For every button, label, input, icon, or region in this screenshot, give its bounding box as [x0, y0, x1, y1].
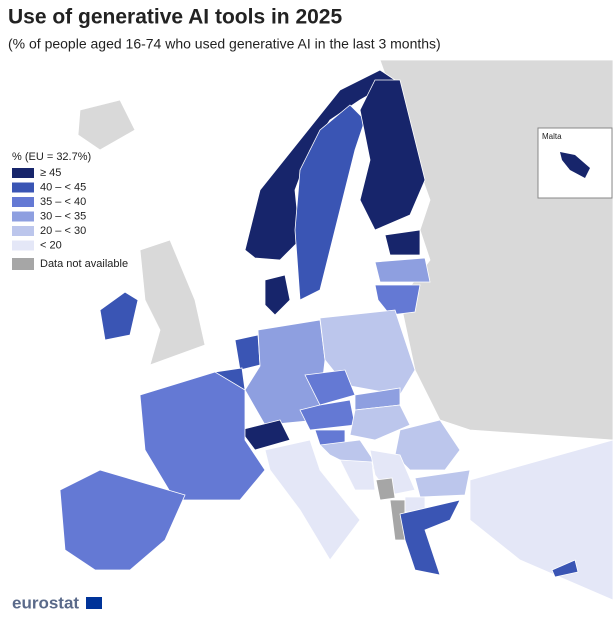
legend-label: Data not available: [40, 258, 128, 270]
legend: % (EU = 32.7%) ≥ 45 40 – < 45 35 – < 40 30 …: [12, 151, 128, 270]
legend-swatch: [12, 182, 34, 193]
legend-title: % (EU = 32.7%): [12, 151, 91, 163]
legend-label: < 20: [40, 239, 62, 251]
inset-label: Malta: [542, 132, 562, 141]
legend-swatch: [12, 258, 34, 270]
subtitle: (% of people aged 16-74 who used generat…: [8, 36, 441, 52]
title: Use of generative AI tools in 2025: [8, 6, 342, 29]
legend-label: 20 – < 30: [40, 225, 86, 237]
legend-swatch: [12, 197, 34, 207]
countries: [59, 69, 579, 578]
legend-label: 40 – < 45: [40, 181, 86, 193]
malta: [560, 152, 590, 178]
legend-label: 35 – < 40: [40, 196, 86, 208]
legend-swatch: [12, 240, 34, 251]
legend-swatch: [12, 226, 34, 236]
legend-swatch: [12, 168, 34, 178]
legend-label: 30 – < 35: [40, 210, 86, 222]
legend-swatch: [12, 211, 34, 222]
logo: eurostat: [12, 593, 79, 612]
eu-flag: [86, 597, 102, 609]
legend-label: ≥ 45: [40, 167, 61, 179]
